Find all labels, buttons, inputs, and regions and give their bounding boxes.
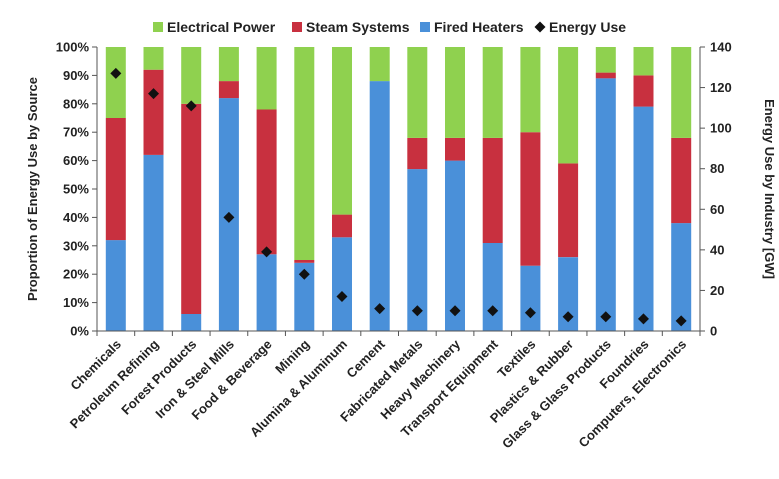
energy-use-marker-transport-equipment [487,305,499,317]
y-tick-label: 60% [63,153,89,168]
bar-fired-heaters-glass-glass-products [595,78,616,331]
y-tick-label: 70% [63,125,89,140]
bar-fired-heaters-forest-products [181,314,202,331]
bar-steam-systems-petroleum-refining [143,69,164,155]
bar-electrical-power-chemicals [105,47,126,118]
bar-group [105,47,692,331]
bar-fired-heaters-computers-electronics [671,223,692,331]
bar-fired-heaters-cement [369,81,390,331]
bar-fired-heaters-transport-equipment [482,243,503,331]
y2-tick-label: 0 [710,324,717,339]
bar-electrical-power-computers-electronics [671,47,692,138]
bar-electrical-power-alumina-aluminum [332,47,352,215]
energy-use-marker-computers-electronics [675,315,687,327]
bar-steam-systems-plastics-rubber [558,163,579,258]
bar-fired-heaters-plastics-rubber [558,257,579,331]
energy-use-marker-heavy-machinery [449,305,461,317]
y-axis-title: Proportion of Energy Use by Source [25,77,40,301]
bar-electrical-power-plastics-rubber [558,47,579,164]
bar-steam-systems-iron-steel-mills [218,81,239,99]
bar-fired-heaters-food-beverage [256,254,277,331]
bar-steam-systems-textiles [520,132,541,266]
bar-steam-systems-transport-equipment [482,137,503,243]
y-tick-label: 0% [70,324,89,339]
y-tick-label: 30% [63,238,89,253]
energy-use-marker-textiles [524,307,536,319]
energy-use-marker-chemicals [110,67,122,79]
legend: Electrical Power Steam Systems Fired Heate… [153,19,626,35]
bar-electrical-power-food-beverage [256,47,277,110]
y2-tick-label: 100 [710,121,732,136]
bar-fired-heaters-textiles [520,265,541,331]
bar-steam-systems-computers-electronics [671,137,692,224]
bar-fired-heaters-mining [294,262,315,331]
bar-electrical-power-cement [369,47,390,82]
legend-label: Energy Use [549,19,626,35]
energy-use-markers [110,67,687,327]
energy-use-marker-food-beverage [261,246,273,258]
energy-use-marker-mining [298,268,310,280]
bar-electrical-power-mining [294,47,315,260]
bar-electrical-power-textiles [520,47,541,133]
y2-tick-label: 40 [710,242,724,257]
bar-steam-systems-foundries [633,75,654,107]
energy-use-marker-cement [374,303,386,315]
legend-label: Steam Systems [306,19,410,35]
energy-use-marker-alumina-aluminum [336,291,348,303]
bar-steam-systems-mining [294,260,315,263]
y2-tick-label: 120 [710,80,732,95]
bar-fired-heaters-foundries [633,106,654,331]
legend-label: Electrical Power [167,19,276,35]
y-tick-label: 20% [63,267,89,282]
bar-steam-systems-food-beverage [256,109,277,255]
bar-steam-systems-alumina-aluminum [332,214,352,238]
bar-electrical-power-forest-products [181,47,202,104]
legend-swatch-electrical-power [153,22,163,32]
bar-steam-systems-glass-glass-products [595,72,616,79]
energy-use-marker-foundries [637,313,649,325]
bar-electrical-power-iron-steel-mills [218,47,239,82]
bar-steam-systems-fabricated-metals [407,137,428,170]
y-tick-label: 50% [63,182,89,197]
y-tick-label: 100% [56,40,90,55]
y-tick-label: 80% [63,96,89,111]
legend-swatch-fired-heaters [420,22,430,32]
bar-fired-heaters-petroleum-refining [143,154,164,331]
y2-tick-label: 60 [710,202,724,217]
y2-tick-label: 20 [710,283,724,298]
bar-fired-heaters-chemicals [105,240,126,331]
energy-use-marker-petroleum-refining [148,88,160,100]
bar-electrical-power-petroleum-refining [143,47,164,70]
legend-swatch-diamond [534,21,546,33]
bar-steam-systems-chemicals [105,118,126,241]
bar-electrical-power-foundries [633,47,654,76]
bar-electrical-power-heavy-machinery [445,47,465,138]
y-tick-label: 90% [63,68,89,83]
energy-use-marker-fabricated-metals [411,305,423,317]
bar-electrical-power-fabricated-metals [407,47,428,138]
bar-electrical-power-glass-glass-products [595,47,616,73]
energy-use-marker-iron-steel-mills [223,211,235,223]
energy-use-marker-plastics-rubber [562,311,574,323]
bar-electrical-power-transport-equipment [482,47,503,138]
y2-axis-title: Energy Use by Industry [GW] [762,99,777,279]
bar-fired-heaters-alumina-aluminum [332,237,352,331]
bar-fired-heaters-heavy-machinery [445,160,465,331]
legend-label: Fired Heaters [434,19,524,35]
energy-use-marker-glass-glass-products [600,311,612,323]
legend-swatch-steam-systems [292,22,302,32]
y2-tick-label: 140 [710,40,732,55]
y-tick-label: 10% [63,295,89,310]
bar-fired-heaters-fabricated-metals [407,169,428,331]
bar-steam-systems-heavy-machinery [445,137,465,161]
y2-tick-label: 80 [710,161,724,176]
energy-use-marker-forest-products [185,100,197,112]
y-tick-label: 40% [63,210,89,225]
bar-steam-systems-forest-products [181,103,202,314]
